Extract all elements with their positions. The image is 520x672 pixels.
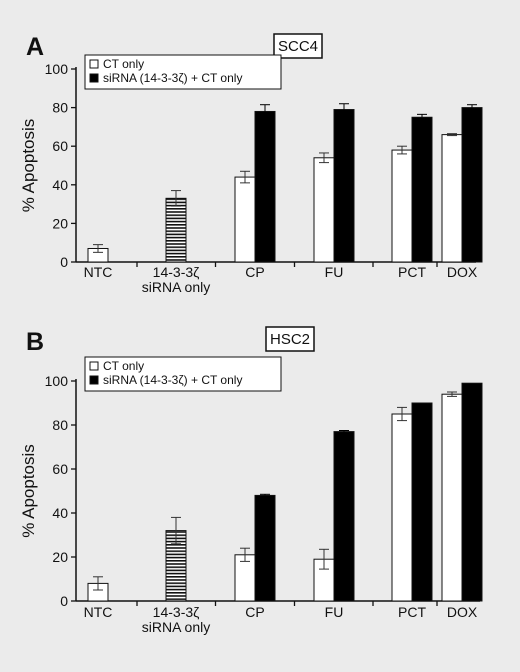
category-label: FU	[325, 604, 344, 620]
bar	[461, 107, 483, 263]
cell-line-label: SCC4	[278, 38, 318, 55]
bar	[441, 393, 463, 602]
legend-swatch	[89, 59, 99, 69]
bar	[254, 494, 276, 602]
bar	[461, 382, 483, 602]
bar	[411, 116, 433, 263]
cell-line-box	[265, 326, 315, 352]
y-tick-label: 40	[52, 505, 68, 521]
bar	[234, 176, 256, 263]
y-tick-label: 100	[45, 373, 69, 389]
panel-letter: A	[26, 33, 44, 61]
legend-label: siRNA (14-3-3ζ) + CT only	[103, 71, 242, 85]
cell-line-box	[273, 33, 323, 59]
category-label: CP	[245, 604, 264, 620]
category-label: FU	[325, 264, 344, 280]
y-tick-label: 100	[45, 61, 69, 77]
legend-box	[84, 54, 282, 90]
y-tick-label: 20	[52, 549, 68, 565]
y-tick-label: 80	[52, 100, 68, 116]
legend-swatch	[89, 73, 99, 83]
category-label: 14-3-3ζ	[153, 264, 200, 280]
category-sublabel: siRNA only	[142, 279, 210, 295]
legend-swatch	[89, 361, 99, 371]
legend-label: siRNA (14-3-3ζ) + CT only	[103, 373, 242, 387]
bar	[391, 413, 413, 602]
category-label: 14-3-3ζ	[153, 604, 200, 620]
category-label: DOX	[447, 264, 478, 280]
bar	[391, 149, 413, 263]
bar	[254, 110, 276, 263]
cell-line-label: HSC2	[270, 331, 310, 348]
y-tick-label: 40	[52, 177, 68, 193]
panel-letter: B	[26, 328, 44, 356]
bar	[333, 109, 355, 263]
category-label: DOX	[447, 604, 478, 620]
y-axis-label: % Apoptosis	[19, 119, 38, 213]
y-tick-label: 0	[60, 593, 68, 609]
legend-box	[84, 356, 282, 392]
category-label: NTC	[84, 264, 113, 280]
bar	[333, 431, 355, 602]
category-label: CP	[245, 264, 264, 280]
legend-label: CT only	[103, 359, 144, 373]
category-label: PCT	[398, 264, 426, 280]
bar	[411, 402, 433, 602]
y-tick-label: 60	[52, 461, 68, 477]
y-tick-label: 20	[52, 215, 68, 231]
y-tick-label: 0	[60, 254, 68, 270]
y-axis-label: % Apoptosis	[19, 444, 38, 538]
category-label: PCT	[398, 604, 426, 620]
bar	[313, 157, 335, 263]
y-tick-label: 60	[52, 138, 68, 154]
bar	[165, 197, 187, 263]
legend-label: CT only	[103, 57, 144, 71]
category-sublabel: siRNA only	[142, 619, 210, 635]
bar	[441, 134, 463, 263]
legend-swatch	[89, 375, 99, 385]
category-label: NTC	[84, 604, 113, 620]
y-tick-label: 80	[52, 417, 68, 433]
